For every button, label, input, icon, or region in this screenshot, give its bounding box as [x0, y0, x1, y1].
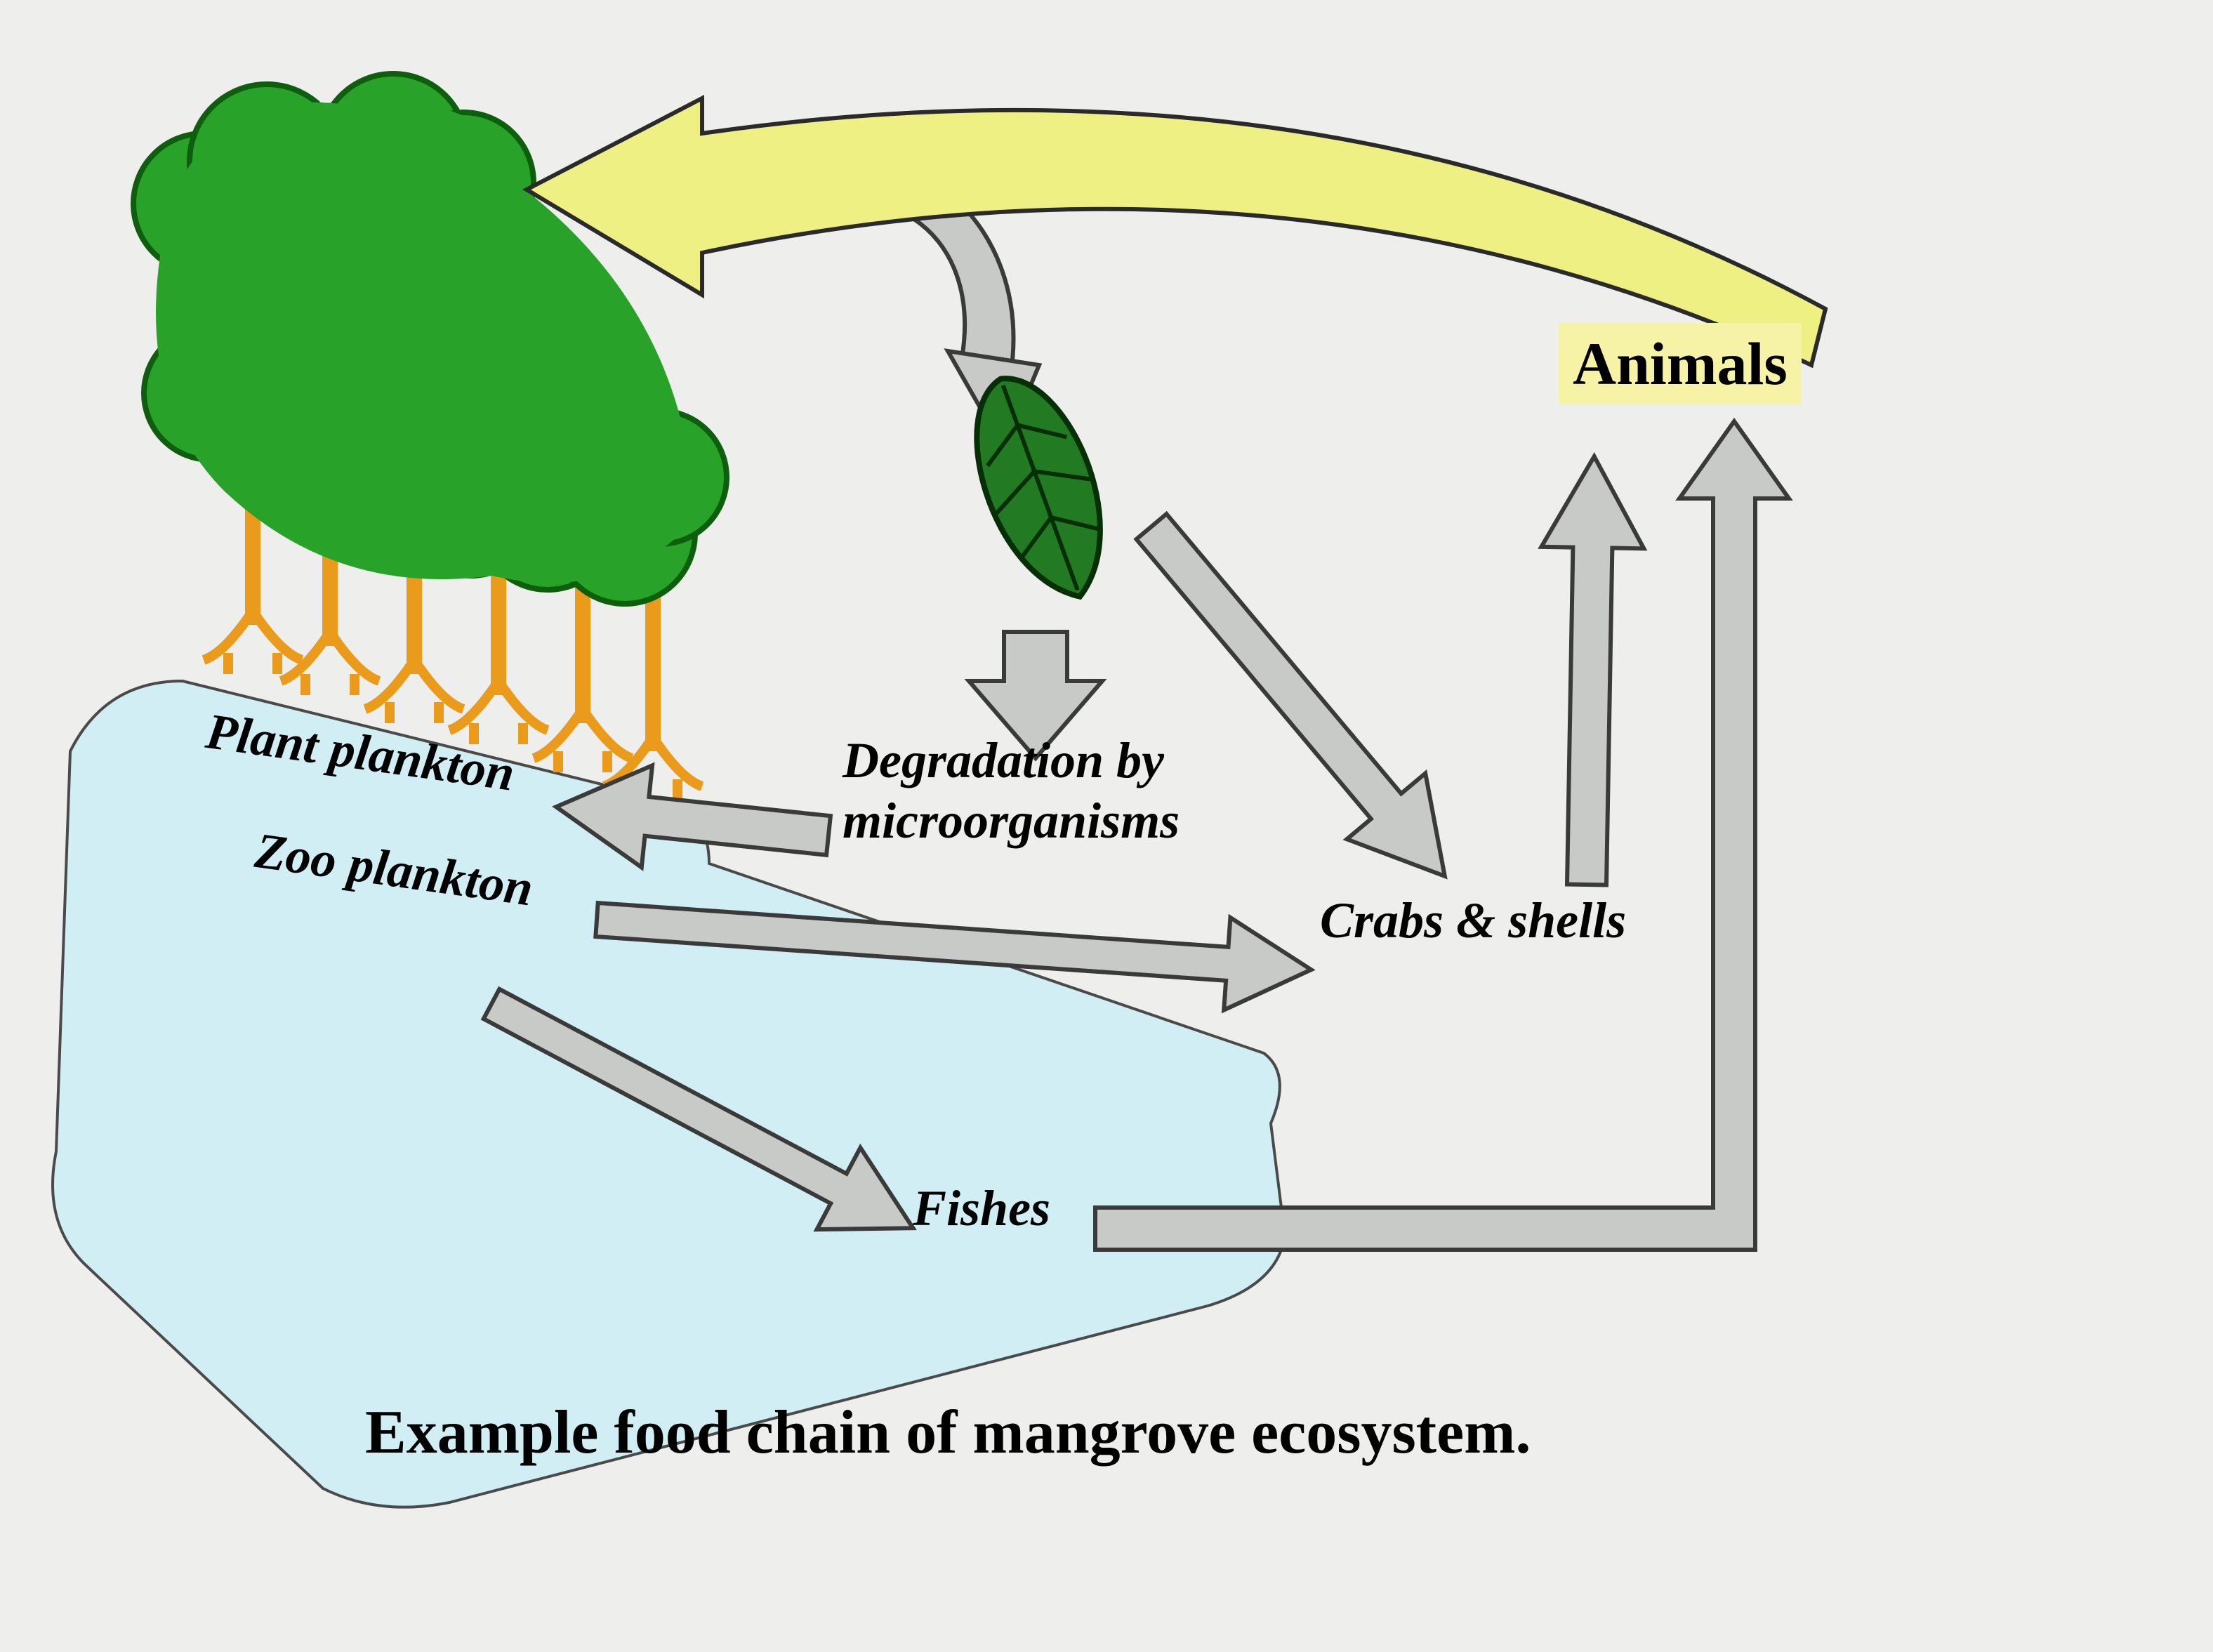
- crabs-label: Crabs & shells: [1320, 892, 1626, 950]
- arrow-crabs-to-animals: [1535, 456, 1646, 885]
- diagram-caption: Example food chain of mangrove ecosystem…: [365, 1397, 1531, 1468]
- fishes-label: Fishes: [913, 1179, 1050, 1238]
- animals-text: Animals: [1573, 330, 1788, 397]
- diagram-canvas: Animals Degradation by microorganisms Pl…: [0, 0, 2213, 1648]
- degradation-label: Degradation by microorganisms: [843, 730, 1180, 852]
- degradation-l2: microorganisms: [843, 793, 1180, 849]
- degradation-l1: Degradation by: [843, 732, 1164, 788]
- animals-label: Animals: [1559, 323, 1802, 404]
